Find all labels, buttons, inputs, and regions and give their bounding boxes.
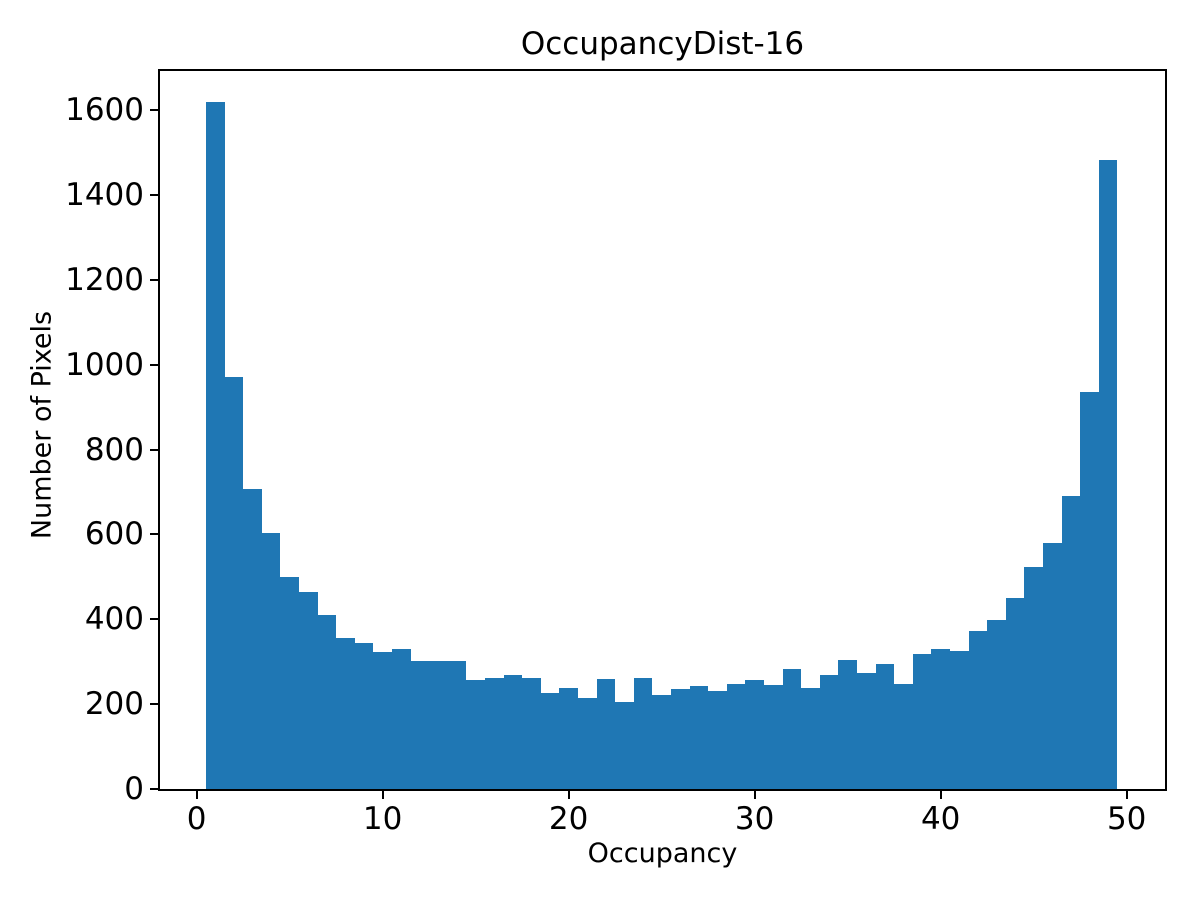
x-axis-label: Occupancy xyxy=(587,838,738,869)
y-axis-tick xyxy=(150,278,158,281)
histogram-bar xyxy=(336,638,355,789)
histogram-bar xyxy=(856,673,876,789)
histogram-bar xyxy=(354,642,374,789)
y-axis-tick xyxy=(150,788,158,790)
y-axis-tick xyxy=(150,448,158,451)
histogram-bar xyxy=(801,688,820,789)
y-axis-tick-label: 1400 xyxy=(65,176,144,213)
x-axis-tick xyxy=(381,791,384,799)
y-axis-tick xyxy=(150,109,158,112)
histogram-bar xyxy=(949,650,969,789)
histogram-bar xyxy=(391,648,411,789)
histogram-bar xyxy=(726,684,746,789)
histogram-bar xyxy=(1098,160,1118,789)
x-axis-tick-label: 0 xyxy=(186,801,207,837)
histogram-bar xyxy=(1042,542,1062,789)
x-axis-tick-label: 20 xyxy=(548,801,589,837)
histogram-bar xyxy=(410,660,430,789)
histogram-bar xyxy=(745,679,764,789)
histogram-bar xyxy=(261,532,281,789)
histogram-bar xyxy=(373,651,392,789)
histogram-bar xyxy=(559,688,578,789)
histogram-bar xyxy=(708,690,727,789)
y-axis-tick-label: 600 xyxy=(84,516,144,553)
x-axis-tick xyxy=(1125,791,1128,799)
histogram-bar xyxy=(1061,496,1081,789)
histogram-bar xyxy=(968,631,988,789)
x-axis-tick-label: 40 xyxy=(920,801,961,837)
x-axis-tick-label: 50 xyxy=(1106,801,1147,837)
y-axis-tick-label: 800 xyxy=(84,431,144,468)
x-axis-tick xyxy=(939,791,942,799)
x-axis-tick xyxy=(753,791,756,799)
y-axis-tick xyxy=(150,618,158,621)
histogram-bar xyxy=(466,680,485,789)
histogram-bar xyxy=(447,661,467,789)
histogram-bar xyxy=(243,488,262,789)
histogram-bar xyxy=(838,660,857,789)
histogram-bar xyxy=(522,678,541,789)
histogram-bar xyxy=(205,101,225,789)
histogram-bar xyxy=(931,648,950,789)
x-axis-tick xyxy=(567,791,570,799)
histogram-bar xyxy=(633,677,653,789)
y-axis-tick-label: 0 xyxy=(124,771,144,807)
histogram-bar xyxy=(782,669,802,789)
histogram-bar xyxy=(819,675,839,789)
histogram-bar xyxy=(298,591,318,789)
histogram-bar xyxy=(763,685,783,789)
histogram-bar xyxy=(894,683,913,789)
y-axis-tick xyxy=(150,363,158,366)
histogram-bar xyxy=(540,692,560,789)
y-axis-tick xyxy=(150,703,158,706)
histogram-bar xyxy=(1005,598,1025,789)
plot-area xyxy=(158,69,1167,791)
histogram-bar xyxy=(670,689,690,789)
histogram-bar xyxy=(875,663,895,789)
histogram-bar xyxy=(615,701,634,789)
x-axis-tick-label: 30 xyxy=(734,801,775,837)
y-axis-tick-label: 1200 xyxy=(65,261,144,298)
y-axis-label: Number of Pixels xyxy=(26,310,58,540)
y-axis-tick xyxy=(150,533,158,536)
histogram-bar xyxy=(224,377,244,789)
histogram-bar xyxy=(317,615,337,789)
chart-title: OccupancyDist-16 xyxy=(520,26,805,62)
y-axis-tick-label: 1000 xyxy=(65,346,144,383)
histogram-bar xyxy=(596,679,616,789)
y-axis-tick-label: 1600 xyxy=(65,92,144,129)
y-axis-tick xyxy=(150,193,158,196)
histogram-bar xyxy=(280,576,299,789)
histogram-bar xyxy=(689,685,709,789)
histogram-bar xyxy=(1080,392,1099,789)
histogram-bar xyxy=(1024,567,1043,789)
histogram-bar xyxy=(577,698,597,789)
histogram-bar xyxy=(484,677,504,789)
x-axis-tick xyxy=(195,791,198,799)
x-axis-tick-label: 10 xyxy=(362,801,403,837)
histogram-bar xyxy=(987,620,1006,789)
histogram-bar xyxy=(429,660,448,789)
histogram-bar xyxy=(912,654,932,789)
y-axis-tick-label: 400 xyxy=(84,601,144,638)
y-axis-tick-label: 200 xyxy=(84,686,144,723)
histogram-bar xyxy=(503,675,523,789)
histogram-bar xyxy=(652,694,671,789)
